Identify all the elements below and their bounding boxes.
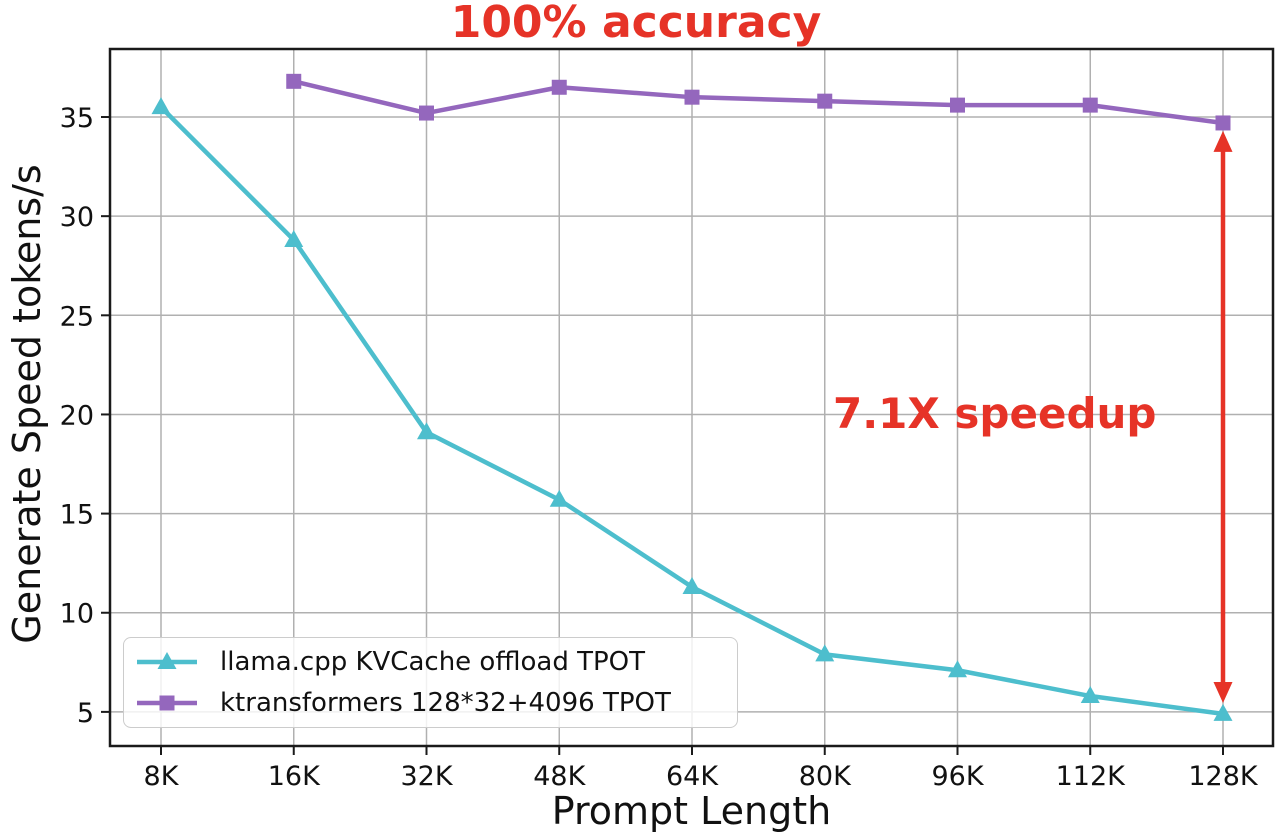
- line-with-square-marker-icon: [137, 695, 197, 711]
- speedup-arrow-head-up: [1213, 130, 1233, 152]
- square-marker: [286, 73, 302, 89]
- series-line-1: [291, 79, 1226, 126]
- x-tick-label: 112K: [1056, 761, 1127, 792]
- y-tick-label: 10: [60, 599, 94, 630]
- legend-label-ktransformers: ktransformers 128*32+4096 TPOT: [220, 688, 671, 718]
- chart-title: 100% accuracy: [450, 0, 822, 48]
- square-marker: [1082, 97, 1098, 113]
- triangle-marker: [284, 229, 304, 247]
- x-tick-label: 8K: [144, 761, 180, 792]
- triangle-marker: [549, 489, 569, 507]
- speedup-annotation: 7.1X speedup: [833, 389, 1157, 438]
- legend-item-ktransformers: ktransformers 128*32+4096 TPOT: [134, 684, 727, 722]
- y-tick-label: 5: [77, 698, 94, 729]
- triangle-marker: [815, 644, 835, 662]
- y-tick-label: 15: [60, 500, 94, 531]
- y-axis-label: Generate Speed tokens/s: [5, 164, 49, 644]
- x-axis-label: Prompt Length: [551, 789, 832, 833]
- x-tick-label: 128K: [1188, 761, 1259, 792]
- triangle-marker: [1080, 686, 1100, 704]
- y-tick-label: 35: [60, 103, 94, 134]
- y-tick-label: 20: [60, 400, 94, 431]
- x-tick-label: 32K: [400, 761, 453, 792]
- triangle-marker: [1213, 703, 1233, 721]
- legend: llama.cpp KVCache offload TPOT ktransfor…: [123, 637, 738, 728]
- triangle-marker: [151, 97, 171, 115]
- square-marker: [1215, 115, 1231, 131]
- y-tick-label: 30: [60, 202, 94, 233]
- legend-item-llama-cpp: llama.cpp KVCache offload TPOT: [134, 643, 727, 681]
- triangle-marker: [948, 660, 967, 678]
- square-marker: [419, 105, 434, 121]
- line-with-triangle-marker-icon: [137, 652, 197, 669]
- y-tick-label: 25: [60, 301, 94, 332]
- x-tick-label: 80K: [799, 761, 852, 792]
- square-marker: [950, 97, 965, 113]
- legend-label-llama-cpp: llama.cpp KVCache offload TPOT: [220, 647, 645, 677]
- x-tick-label: 96K: [931, 761, 984, 792]
- speedup-arrow-head-down: [1213, 681, 1233, 703]
- square-marker: [817, 93, 833, 109]
- square-marker: [551, 79, 567, 95]
- x-tick-label: 64K: [666, 761, 719, 792]
- triangle-marker: [417, 422, 436, 440]
- square-marker: [684, 89, 700, 105]
- x-tick-label: 16K: [268, 761, 321, 792]
- triangle-marker: [682, 576, 702, 594]
- x-tick-label: 48K: [533, 761, 586, 792]
